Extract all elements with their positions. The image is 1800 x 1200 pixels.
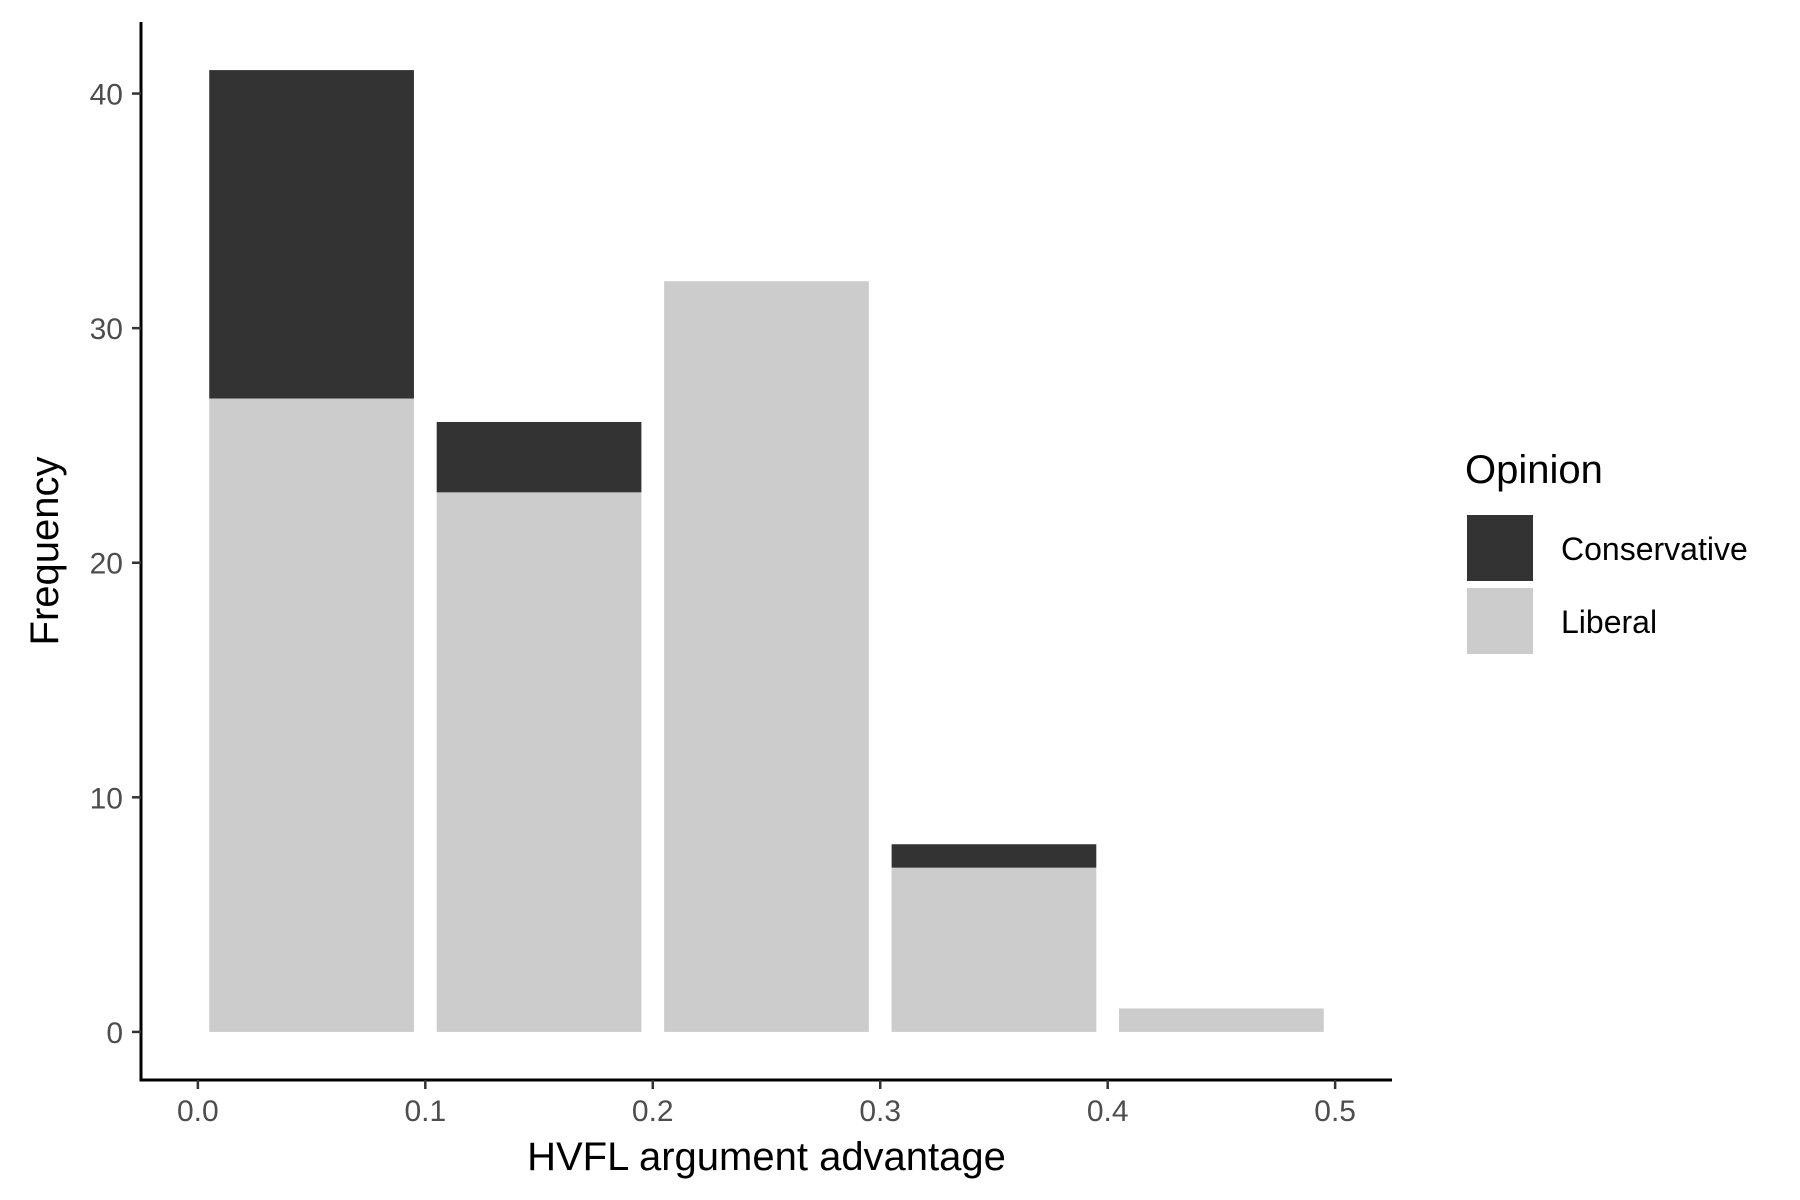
legend-label-conservative: Conservative <box>1561 531 1748 567</box>
y-tick-label-3: 30 <box>90 313 123 346</box>
y-tick-label-0: 0 <box>106 1017 123 1050</box>
x-tick-label-0: 0.0 <box>177 1095 219 1128</box>
legend: Opinion Conservative Liberal <box>1465 448 1748 654</box>
x-tick-label-3: 0.3 <box>859 1095 901 1128</box>
bar-liberal-4 <box>1119 1008 1324 1032</box>
y-axis-title: Frequency <box>23 457 67 646</box>
x-tick-label-5: 0.5 <box>1314 1095 1356 1128</box>
bar-liberal-3 <box>891 867 1097 1032</box>
y-tick-label-4: 40 <box>90 79 123 112</box>
bar-liberal-1 <box>436 492 642 1032</box>
ticks-layer: 0 10 20 30 40 0.0 0.1 0.2 0.3 0.4 0.5 <box>90 79 1356 1128</box>
bar-conservative-0 <box>209 70 414 399</box>
legend-label-liberal: Liberal <box>1561 604 1657 640</box>
y-tick-label-2: 20 <box>90 548 123 581</box>
x-axis-title: HVFL argument advantage <box>527 1135 1006 1179</box>
x-tick-label-4: 0.4 <box>1087 1095 1129 1128</box>
bar-conservative-3 <box>891 844 1097 868</box>
bar-conservative-1 <box>436 421 642 493</box>
legend-key-conservative <box>1467 515 1533 581</box>
x-tick-label-1: 0.1 <box>404 1095 446 1128</box>
legend-items: Conservative Liberal <box>1467 515 1748 654</box>
y-tick-label-1: 10 <box>90 782 123 815</box>
legend-key-liberal <box>1467 588 1533 654</box>
x-tick-label-2: 0.2 <box>632 1095 674 1128</box>
axes-layer <box>139 22 1392 1082</box>
legend-title: Opinion <box>1465 448 1603 492</box>
bar-liberal-2 <box>664 281 869 1032</box>
bar-liberal-0 <box>209 398 414 1032</box>
bars-layer <box>209 70 1324 1032</box>
